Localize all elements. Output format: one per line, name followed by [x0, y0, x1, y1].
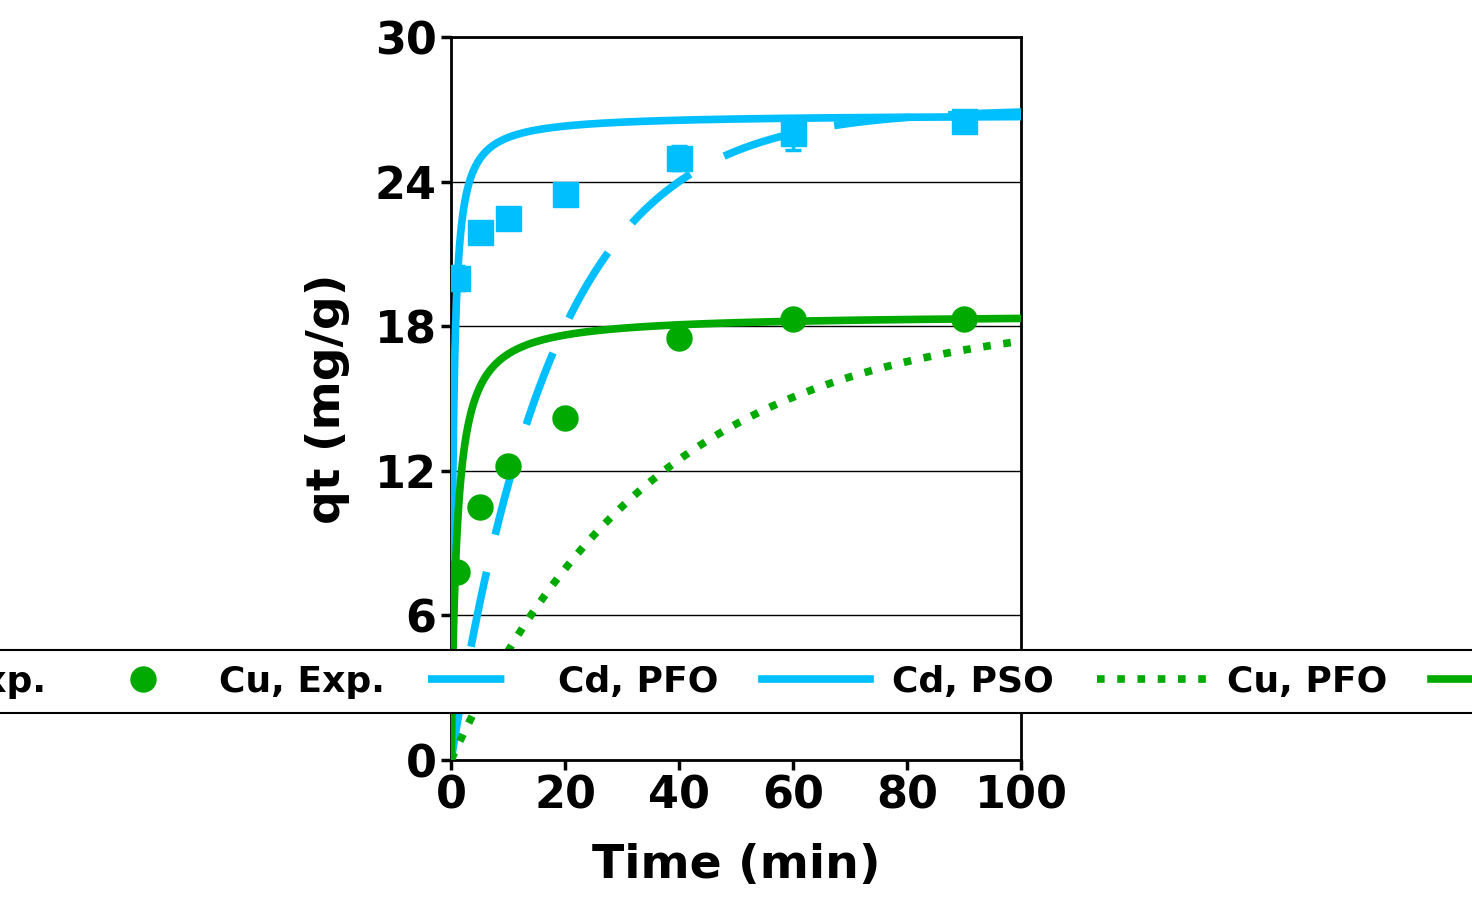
X-axis label: Time (min): Time (min) — [592, 843, 880, 887]
Y-axis label: qt (mg/g): qt (mg/g) — [305, 273, 349, 524]
Legend: Cd, Exp., Cu, Exp., Cd, PFO, Cd, PSO, Cu, PFO, Cu, PSO: Cd, Exp., Cu, Exp., Cd, PFO, Cd, PSO, Cu… — [0, 650, 1472, 713]
